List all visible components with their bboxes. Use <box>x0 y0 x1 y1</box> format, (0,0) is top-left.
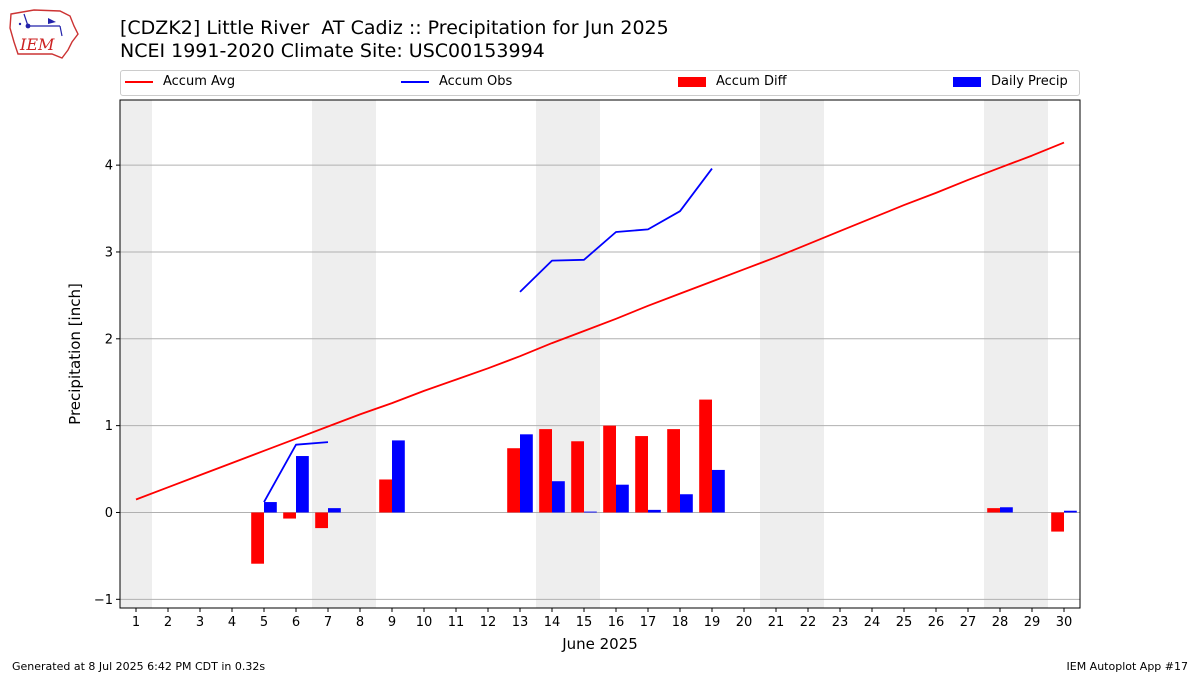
y-tick-label: −1 <box>94 593 113 608</box>
x-tick-label: 8 <box>356 615 364 630</box>
x-tick-label: 27 <box>960 615 977 630</box>
x-tick-label: 22 <box>800 615 817 630</box>
y-tick-label: 0 <box>105 506 113 521</box>
daily-precip-bar-day-28 <box>1000 507 1013 513</box>
x-tick-label: 16 <box>608 615 625 630</box>
x-tick-label: 18 <box>672 615 689 630</box>
accum-diff-bar-day-5 <box>251 512 264 564</box>
legend-swatch-accum-diff <box>678 76 706 87</box>
footer-generated: Generated at 8 Jul 2025 6:42 PM CDT in 0… <box>12 660 266 673</box>
legend-label-accum-obs: Accum Obs <box>439 74 513 89</box>
daily-precip-bar-day-9 <box>392 440 405 513</box>
accum-diff-bar-day-30 <box>1051 512 1064 532</box>
legend-accum-obs: Accum Obs <box>401 74 512 89</box>
daily-precip-bar-day-6 <box>296 456 309 513</box>
x-tick-label: 13 <box>512 615 529 630</box>
weekend-band-5 <box>984 100 1048 608</box>
accum-obs-line-1 <box>263 441 329 503</box>
x-tick-label: 12 <box>480 615 497 630</box>
accum-obs-line-2 <box>519 168 713 293</box>
footer-app: IEM Autoplot App #17 <box>1066 660 1189 673</box>
x-tick-label: 23 <box>832 615 849 630</box>
accum-diff-bar-day-16 <box>603 425 616 513</box>
daily-precip-bar-day-16 <box>616 484 629 513</box>
weather-station-icon <box>18 13 63 37</box>
accum-diff-bar-day-17 <box>635 436 648 513</box>
accum-diff-bar-day-6 <box>283 512 296 519</box>
lines <box>135 141 1065 503</box>
x-tick-label: 11 <box>448 615 465 630</box>
x-axis-label: June 2025 <box>561 635 638 653</box>
x-tick-label: 20 <box>736 615 753 630</box>
y-axis-label: Precipitation [inch] <box>66 283 84 425</box>
iem-logo: IEM <box>9 9 79 59</box>
daily-precip-bar-day-13 <box>520 434 533 513</box>
legend-label-accum-avg: Accum Avg <box>163 74 236 89</box>
accum-diff-bar-day-28 <box>987 508 1000 513</box>
x-tick-label: 1 <box>132 615 140 630</box>
x-tick-label: 14 <box>544 615 561 630</box>
daily-precip-bar-day-15 <box>584 511 597 513</box>
accum-avg-line-1 <box>135 141 1065 501</box>
daily-precip-bar-day-14 <box>552 481 565 513</box>
accum-diff-bar-day-15 <box>571 441 584 513</box>
legend-label-daily-precip: Daily Precip <box>991 74 1068 89</box>
x-tick-label: 15 <box>576 615 593 630</box>
x-tick-label: 5 <box>260 615 268 630</box>
bars <box>251 399 1077 564</box>
gridlines <box>120 164 1080 600</box>
legend-accum-avg: Accum Avg <box>125 74 235 89</box>
x-tick-label: 10 <box>416 615 433 630</box>
legend-swatch-daily-precip <box>953 76 981 87</box>
accum-diff-bar-day-7 <box>315 512 328 529</box>
y-tick-label: 3 <box>105 245 113 260</box>
legend: Accum Avg Accum Obs Accum Diff Daily Pre… <box>120 70 1080 96</box>
legend-swatch-accum-obs <box>401 80 429 83</box>
x-tick-label: 28 <box>992 615 1009 630</box>
weekend-band-3 <box>536 100 600 608</box>
chart-title: [CDZK2] Little River AT Cadiz :: Precipi… <box>120 17 669 39</box>
weekend-band-2 <box>312 100 376 608</box>
x-tick-label: 29 <box>1024 615 1041 630</box>
legend-daily-precip: Daily Precip <box>953 74 1068 89</box>
accum-diff-bar-day-9 <box>379 479 392 513</box>
weekend-shading <box>120 100 1048 608</box>
x-tick-label: 25 <box>896 615 913 630</box>
x-tick-label: 24 <box>864 615 881 630</box>
accum-diff-bar-day-14 <box>539 429 552 513</box>
logo-text: IEM <box>19 35 55 54</box>
x-tick-label: 6 <box>292 615 300 630</box>
x-tick-label: 19 <box>704 615 721 630</box>
daily-precip-bar-day-18 <box>680 494 693 513</box>
x-tick-label: 4 <box>228 615 236 630</box>
y-tick-label: 1 <box>105 419 113 434</box>
x-tick-label: 2 <box>164 615 172 630</box>
y-tick-label: 4 <box>105 159 113 174</box>
weekend-band-4 <box>760 100 824 608</box>
x-tick-label: 26 <box>928 615 945 630</box>
daily-precip-bar-day-19 <box>712 469 725 513</box>
legend-swatch-accum-avg <box>125 80 153 83</box>
accum-diff-bar-day-19 <box>699 399 712 513</box>
weekend-band-1 <box>120 100 152 608</box>
x-tick-label: 30 <box>1056 615 1073 630</box>
x-tick-label: 17 <box>640 615 657 630</box>
x-tick-label: 3 <box>196 615 204 630</box>
daily-precip-bar-day-7 <box>328 508 341 513</box>
legend-accum-diff: Accum Diff <box>678 74 787 89</box>
y-tick-label: 2 <box>105 332 113 347</box>
daily-precip-bar-day-17 <box>648 509 661 513</box>
x-tick-label: 21 <box>768 615 785 630</box>
daily-precip-bar-day-30 <box>1064 510 1077 513</box>
daily-precip-bar-day-5 <box>264 502 277 513</box>
accum-diff-bar-day-18 <box>667 429 680 513</box>
x-tick-label: 9 <box>388 615 396 630</box>
x-tick-label: 7 <box>324 615 332 630</box>
accum-diff-bar-day-13 <box>507 448 520 513</box>
axes-frame <box>119 99 1081 609</box>
legend-label-accum-diff: Accum Diff <box>716 74 787 89</box>
chart-subtitle: NCEI 1991-2020 Climate Site: USC00153994 <box>120 40 545 62</box>
